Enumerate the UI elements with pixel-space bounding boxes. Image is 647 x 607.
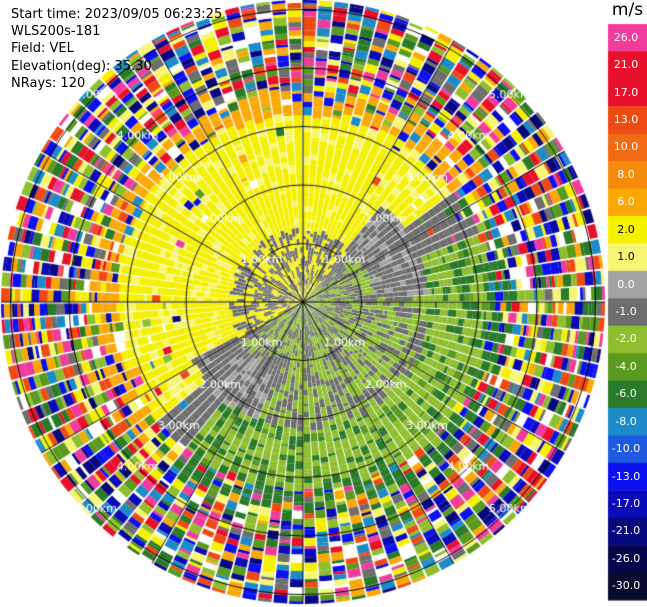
instrument-text: WLS200s-181 (11, 24, 101, 40)
colorbar-tick-label: -10.0 (611, 442, 641, 456)
colorbar-tick-label: -21.0 (611, 524, 641, 538)
colorbar-tick-label: -2.0 (615, 332, 637, 346)
scan-info-panel: Start time: 2023/09/05 06:23:25 WLS200s-1… (11, 6, 222, 92)
colorbar-tick-label: 13.0 (613, 113, 639, 126)
colorbar-tick-label: 17.0 (613, 85, 639, 99)
colorbar-tick-label: 2.0 (617, 222, 635, 236)
nrays-text: NRays: 120 (11, 75, 86, 91)
colorbar-tick-label: 26.0 (613, 30, 639, 44)
colorbar-tick-label: -30.0 (611, 579, 641, 593)
colorbar-tick-label: 6.0 (617, 195, 635, 209)
colorbar-tick-label: -26.0 (611, 551, 641, 565)
colorbar-tick-label: 1.0 (617, 250, 635, 264)
colorbar-tick-label: 21.0 (613, 58, 639, 72)
colorbar-tick-label: -13.0 (611, 469, 641, 483)
colorbar-tick-label: 10.0 (613, 140, 639, 154)
colorbar-tick-label: -1.0 (615, 305, 637, 318)
colorbar-tick-label: 0.0 (617, 277, 635, 291)
elevation-text: Elevation(deg): 35.30 (11, 58, 152, 74)
colorbar-unit: m/s (611, 0, 644, 20)
colorbar-tick-label: -17.0 (611, 497, 641, 510)
field-text: Field: VEL (11, 41, 74, 57)
start-time-text: Start time: 2023/09/05 06:23:25 (11, 7, 223, 22)
colorbar-tick-label: 8.0 (617, 167, 635, 181)
colorbar-tick-label: -4.0 (615, 359, 637, 373)
colorbar-tick-label: -8.0 (615, 414, 637, 428)
colorbar-tick-label: -6.0 (615, 387, 637, 401)
